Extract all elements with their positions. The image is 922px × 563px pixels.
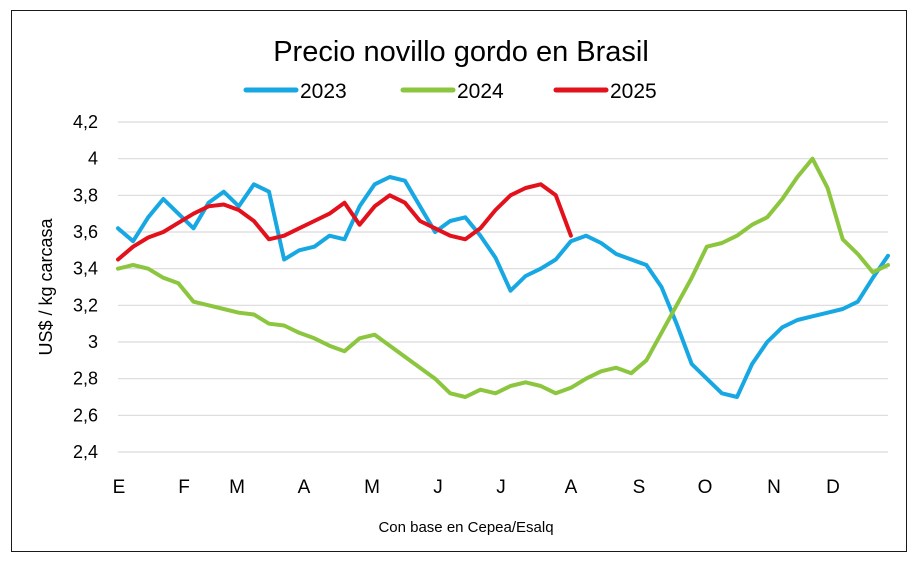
legend-label-2024: 2024: [457, 80, 504, 103]
x-tick-label: N: [767, 477, 781, 498]
y-tick-label: 2,6: [73, 405, 98, 425]
series-line-2025: [116, 182, 573, 262]
y-tick-label: 4,2: [73, 112, 98, 132]
chart-title: Precio novillo gordo en Brasil: [273, 36, 649, 68]
legend-label-2023: 2023: [300, 80, 347, 103]
y-tick-label: 3,4: [73, 259, 98, 279]
y-tick-label: 2,8: [73, 369, 98, 389]
x-tick-label: O: [698, 477, 713, 498]
x-tick-label: A: [565, 477, 578, 498]
y-axis-ticks: 2,4 2,6 2,8 3 3,2 3,4 3,6 3,8 4 4,2: [73, 112, 98, 462]
y-axis-label: US$ / kg carcasa: [36, 217, 56, 355]
x-tick-label: S: [633, 477, 646, 498]
x-tick-label: E: [113, 477, 126, 498]
x-tick-label: J: [433, 477, 443, 498]
gridlines: [118, 121, 888, 453]
y-tick-label: 2,4: [73, 442, 98, 462]
y-tick-label: 3,2: [73, 295, 98, 315]
x-tick-label: F: [178, 477, 190, 498]
series-lines: [116, 156, 890, 399]
y-tick-label: 3,8: [73, 185, 98, 205]
x-tick-label: M: [229, 477, 245, 498]
y-tick-label: 3: [88, 332, 98, 352]
series-line-2023: [116, 175, 890, 399]
series-line-2024: [116, 156, 890, 399]
chart-frame: [11, 10, 907, 552]
x-axis-label: Con base en Cepea/Esalq: [378, 519, 553, 536]
x-tick-label: D: [826, 477, 840, 498]
x-tick-label: J: [496, 477, 506, 498]
x-tick-label: M: [364, 477, 380, 498]
chart-legend: 2023 2024 2025: [243, 80, 657, 103]
y-tick-label: 4: [88, 149, 98, 169]
y-tick-label: 3,6: [73, 222, 98, 242]
legend-label-2025: 2025: [610, 80, 657, 103]
x-tick-label: A: [298, 477, 311, 498]
